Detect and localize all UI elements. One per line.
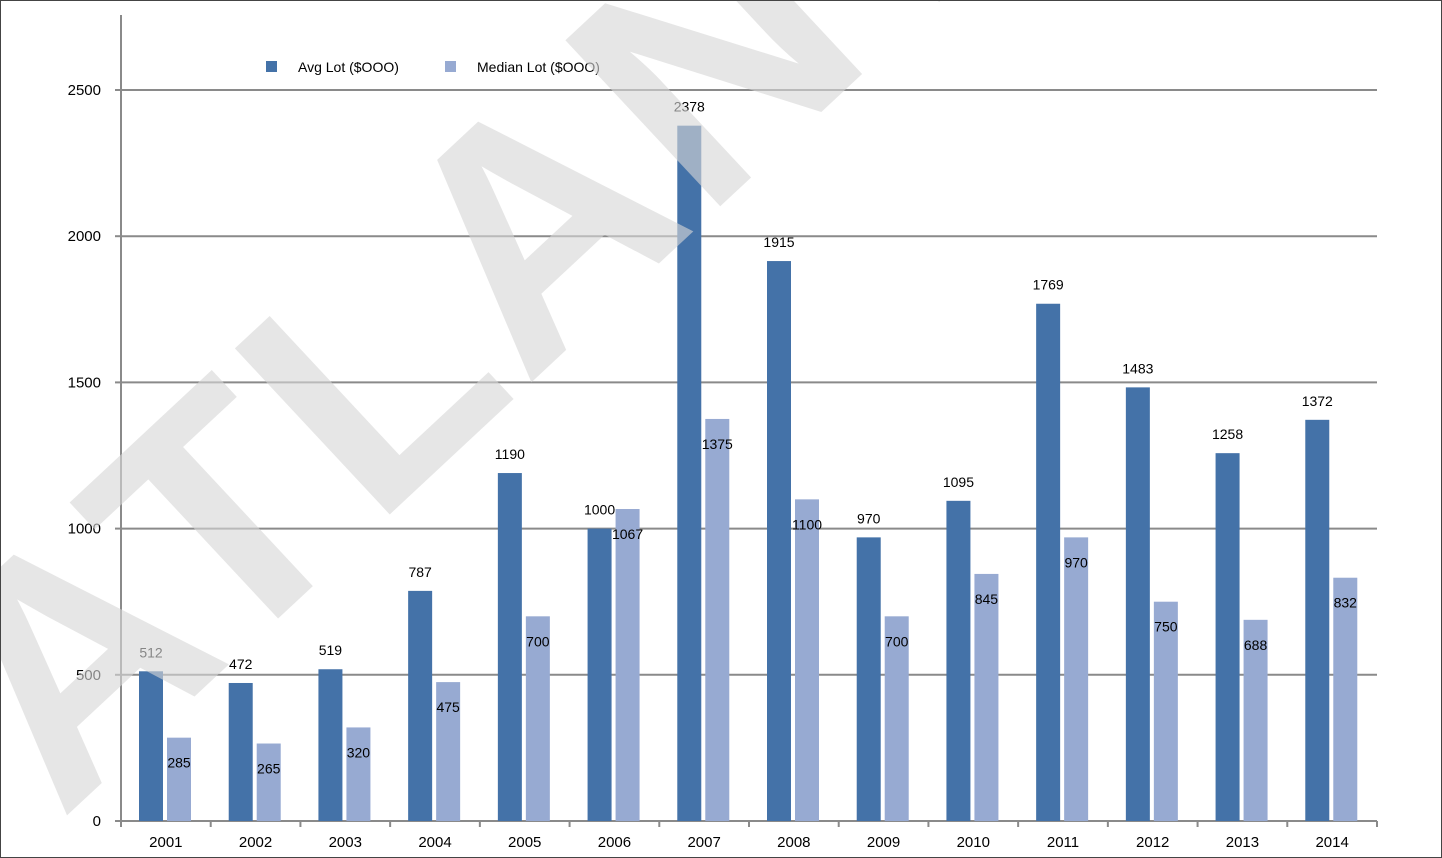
- x-tick-label: 2004: [418, 834, 451, 851]
- data-label-median-lot: 265: [257, 761, 281, 777]
- data-label-avg-lot: 1000: [584, 502, 615, 518]
- bar-avg-lot: [228, 682, 253, 821]
- x-tick-label: 2005: [508, 834, 541, 851]
- bar-median-lot: [705, 418, 730, 821]
- data-label-median-lot: 688: [1244, 637, 1268, 653]
- bar-median-lot: [1153, 601, 1178, 821]
- data-label-avg-lot: 472: [229, 656, 253, 672]
- bars: [139, 125, 1358, 822]
- bar-avg-lot: [1036, 303, 1061, 821]
- bar-avg-lot: [1305, 419, 1330, 821]
- bar-median-lot: [974, 573, 999, 821]
- data-label-avg-lot: 970: [857, 510, 881, 526]
- y-tick-label: 1000: [68, 521, 101, 538]
- bar-avg-lot: [677, 125, 702, 822]
- data-label-median-lot: 320: [347, 744, 371, 760]
- x-tick-label: 2003: [329, 834, 362, 851]
- bar-median-lot: [795, 499, 819, 821]
- legend-swatch-median-lot: [445, 61, 456, 72]
- legend-label-avg-lot: Avg Lot ($OOO): [298, 59, 399, 75]
- data-label-avg-lot: 2378: [674, 99, 705, 115]
- bar-median-lot: [884, 616, 909, 821]
- bar-median-lot: [615, 509, 640, 821]
- bar-median-lot: [167, 737, 191, 821]
- bar-avg-lot: [856, 537, 881, 821]
- data-label-avg-lot: 1095: [943, 474, 974, 490]
- x-tick-label: 2009: [867, 834, 900, 851]
- data-label-avg-lot: 1769: [1033, 277, 1064, 293]
- data-label-median-lot: 845: [975, 591, 999, 607]
- data-label-median-lot: 700: [526, 633, 550, 649]
- data-label-avg-lot: 1190: [495, 446, 525, 462]
- data-label-avg-lot: 512: [139, 644, 163, 660]
- data-label-median-lot: 700: [885, 633, 909, 649]
- data-label-avg-lot: 1258: [1212, 426, 1243, 442]
- bar-median-lot: [436, 682, 461, 821]
- bar-median-lot: [1333, 577, 1358, 821]
- bar-avg-lot: [497, 473, 522, 821]
- bar-avg-lot: [767, 261, 791, 822]
- x-tick-label: 2007: [687, 834, 720, 851]
- legend-label-median-lot: Median Lot ($OOO): [477, 59, 600, 75]
- data-label-avg-lot: 1483: [1122, 360, 1153, 376]
- bar-avg-lot: [1125, 387, 1150, 821]
- y-tick-label: 2000: [68, 228, 101, 245]
- bar-avg-lot: [318, 669, 343, 821]
- bar-median-lot: [1243, 619, 1268, 821]
- data-label-median-lot: 1375: [702, 436, 733, 452]
- data-label-median-lot: 475: [436, 699, 460, 715]
- tick-labels: 0 500 1000 1500 2000 2500 2001 2002 2003 2004 2005…: [68, 82, 1349, 851]
- data-label-avg-lot: 519: [319, 642, 343, 658]
- data-label-avg-lot: 787: [408, 564, 432, 580]
- x-tick-label: 2014: [1315, 834, 1348, 851]
- bar-median-lot: [525, 616, 550, 821]
- data-label-avg-lot: 1372: [1302, 393, 1333, 409]
- bar-avg-lot: [946, 500, 971, 821]
- data-label-median-lot: 970: [1064, 554, 1088, 570]
- bar-median-lot: [346, 727, 371, 821]
- data-label-median-lot: 1067: [612, 526, 643, 542]
- data-label-avg-lot: 1915: [763, 234, 794, 250]
- x-tick-label: 2010: [957, 834, 990, 851]
- y-tick-label: 1500: [68, 374, 101, 391]
- bar-median-lot: [1064, 537, 1089, 821]
- data-label-median-lot: 832: [1334, 595, 1358, 611]
- x-tick-label: 2001: [149, 834, 182, 851]
- x-tick-label: 2006: [598, 834, 631, 851]
- legend-swatch-avg-lot: [266, 61, 277, 72]
- bar-avg-lot: [587, 528, 612, 821]
- x-tick-label: 2008: [777, 834, 810, 851]
- data-label-median-lot: 285: [167, 755, 191, 771]
- bar-avg-lot: [408, 590, 433, 821]
- bar-avg-lot: [139, 671, 163, 821]
- x-tick-label: 2013: [1226, 834, 1259, 851]
- legend: Avg Lot ($OOO) Median Lot ($OOO): [266, 59, 600, 75]
- data-label-median-lot: 750: [1154, 619, 1178, 635]
- data-labels: 512 285 472 265 519 320 787 475 1190 700 1000 1067 2…: [139, 99, 1357, 777]
- y-tick-label: 2500: [68, 82, 101, 99]
- data-label-median-lot: 1100: [792, 516, 822, 532]
- x-tick-label: 2011: [1047, 834, 1079, 851]
- x-tick-label: 2002: [239, 834, 272, 851]
- bar-median-lot: [256, 743, 281, 821]
- bar-avg-lot: [1215, 453, 1240, 821]
- y-tick-label: 0: [93, 813, 101, 830]
- y-tick-label: 500: [76, 667, 101, 684]
- x-tick-label: 2012: [1136, 834, 1169, 851]
